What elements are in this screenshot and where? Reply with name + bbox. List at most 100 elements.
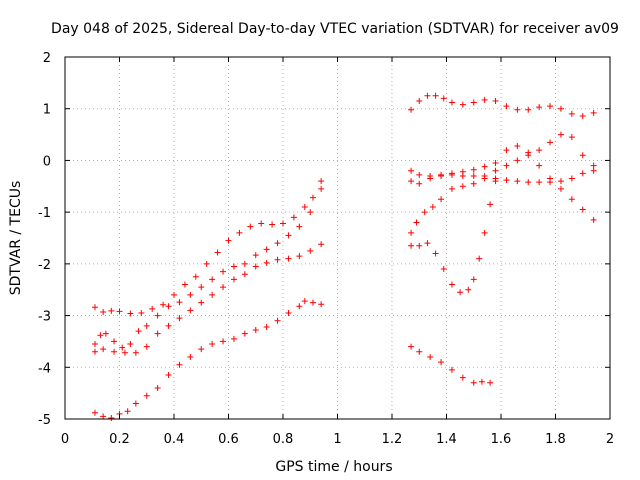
data-point <box>481 229 488 236</box>
y-tick-label: -5 <box>38 413 51 428</box>
axis-ticks: 0 0.2 0.4 0.6 0.8 1 1.2 1.4 1.6 1.8 2 2 1 0 -1 -2 -3 -4 -5 <box>38 51 614 447</box>
data-point <box>181 281 188 288</box>
data-point <box>285 309 292 316</box>
data-point <box>487 201 494 208</box>
data-point <box>252 252 259 259</box>
data-point <box>416 242 423 249</box>
data-point <box>121 349 128 356</box>
data-point <box>285 232 292 239</box>
data-point <box>476 255 483 262</box>
series-arc-b6 <box>408 343 494 386</box>
data-point <box>176 361 183 368</box>
data-point <box>318 241 325 248</box>
data-point <box>557 131 564 138</box>
data-point <box>307 247 314 254</box>
data-point <box>119 344 126 351</box>
data-point <box>230 276 237 283</box>
x-tick-label: 0 <box>61 432 69 447</box>
data-point <box>309 299 316 306</box>
data-point <box>143 322 150 329</box>
data-point <box>241 260 248 267</box>
data-point <box>557 178 564 185</box>
data-point <box>116 308 123 315</box>
data-point <box>579 206 586 213</box>
data-point <box>470 379 477 386</box>
data-point <box>124 408 131 415</box>
y-tick-label: 2 <box>43 51 51 66</box>
data-point <box>209 276 216 283</box>
data-point <box>448 171 455 178</box>
data-point <box>236 229 243 236</box>
x-tick-label: 0.4 <box>164 432 185 447</box>
data-point <box>91 348 98 355</box>
data-point <box>285 255 292 262</box>
data-point <box>154 312 161 319</box>
data-point <box>470 99 477 106</box>
data-point <box>421 209 428 216</box>
data-point <box>568 134 575 141</box>
data-point <box>536 162 543 169</box>
data-point <box>557 185 564 192</box>
data-point <box>100 346 107 353</box>
data-point <box>492 97 499 104</box>
data-point <box>478 378 485 385</box>
data-point <box>263 259 270 266</box>
data-point <box>470 166 477 173</box>
data-point <box>438 359 445 366</box>
data-point <box>427 175 434 182</box>
data-point <box>247 223 254 230</box>
y-tick-label: -1 <box>38 206 51 221</box>
data-point <box>416 97 423 104</box>
y-tick-label: -4 <box>38 361 51 376</box>
x-tick-label: 2 <box>606 432 614 447</box>
data-point <box>448 99 455 106</box>
data-point <box>100 413 107 420</box>
data-point <box>138 309 145 316</box>
x-tick-label: 0.2 <box>109 432 130 447</box>
data-point <box>108 307 115 314</box>
data-series <box>91 92 597 421</box>
data-point <box>252 263 259 270</box>
data-point <box>590 109 597 116</box>
y-tick-label: 0 <box>43 154 51 169</box>
data-point <box>296 253 303 260</box>
data-point <box>448 185 455 192</box>
data-point <box>416 180 423 187</box>
data-point <box>525 152 532 159</box>
data-point <box>230 263 237 270</box>
data-point <box>307 209 314 216</box>
data-point <box>459 374 466 381</box>
data-point <box>457 289 464 296</box>
data-point <box>503 177 510 184</box>
data-point <box>514 106 521 113</box>
data-point <box>503 147 510 154</box>
series-arc-a1 <box>91 178 325 317</box>
data-point <box>579 170 586 177</box>
data-point <box>187 291 194 298</box>
data-point <box>525 179 532 186</box>
data-point <box>296 303 303 310</box>
data-point <box>274 317 281 324</box>
chart-title: Day 048 of 2025, Sidereal Day-to-day VTE… <box>51 21 619 37</box>
data-point <box>198 346 205 353</box>
data-point <box>459 183 466 190</box>
data-point <box>481 163 488 170</box>
data-point <box>470 180 477 187</box>
data-point <box>280 220 286 227</box>
data-point <box>127 341 134 348</box>
data-point <box>209 291 216 298</box>
data-point <box>440 95 447 102</box>
series-arc-a2 <box>91 185 325 351</box>
data-point <box>547 179 554 186</box>
data-point <box>209 341 216 348</box>
x-tick-label: 0.8 <box>273 432 294 447</box>
data-point <box>408 106 415 113</box>
data-point <box>590 162 597 169</box>
x-tick-label: 1 <box>333 432 341 447</box>
x-tick-label: 1.8 <box>545 432 566 447</box>
data-point <box>176 315 183 322</box>
data-point <box>492 167 499 174</box>
x-tick-label: 1.6 <box>491 432 512 447</box>
data-point <box>165 303 172 310</box>
y-tick-label: -2 <box>38 258 51 273</box>
